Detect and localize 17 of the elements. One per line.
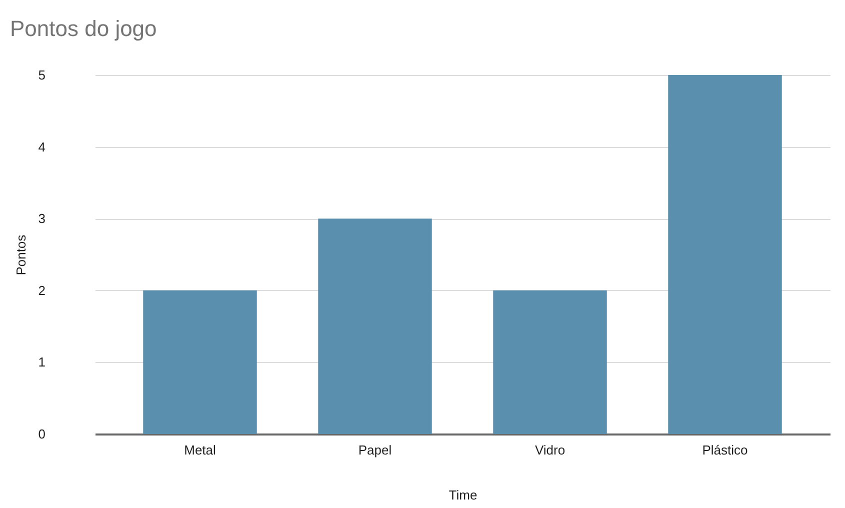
y-tick-label: 2 — [38, 282, 46, 298]
x-tick-label: Plástico — [702, 442, 748, 458]
y-tick-label: 5 — [38, 68, 46, 82]
x-tick-label: Metal — [184, 442, 216, 458]
y-tick-label: 0 — [38, 426, 46, 442]
y-tick-label: 1 — [38, 354, 46, 370]
x-tick-label: Vidro — [534, 442, 566, 458]
chart-title: Pontos do jogo — [10, 16, 157, 41]
bar — [668, 75, 782, 434]
bar — [143, 290, 257, 434]
bar — [493, 290, 607, 434]
y-tick-label: 3 — [38, 211, 46, 226]
y-axis-title: Pontos — [13, 234, 28, 276]
bar — [318, 218, 432, 434]
x-tick-label: Papel — [358, 442, 392, 458]
y-tick-label: 4 — [38, 139, 46, 154]
x-axis-title: Time — [448, 488, 478, 502]
